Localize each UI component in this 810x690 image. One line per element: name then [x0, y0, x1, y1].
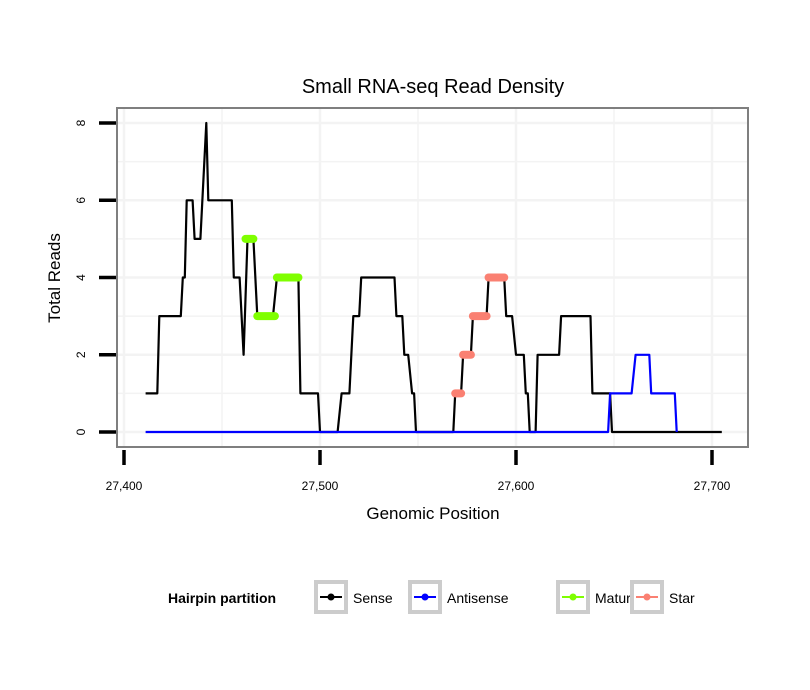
y-tick-label: 6 [74, 197, 88, 204]
legend-title: Hairpin partition [168, 590, 276, 606]
legend-key-point [569, 593, 577, 601]
y-tick-label: 0 [74, 428, 88, 435]
legend-key-point [643, 593, 651, 601]
legend-label-mature: Mature [595, 590, 639, 606]
legend-label-antisense: Antisense [447, 590, 509, 606]
x-tick-label: 27,500 [302, 479, 339, 493]
chart-title: Small RNA-seq Read Density [302, 76, 564, 98]
x-axis: 27,400 27,500 27,600 27,700 [106, 450, 731, 493]
x-tick-label: 27,400 [106, 479, 143, 493]
y-tick-label: 2 [74, 351, 88, 358]
x-tick-label: 27,700 [694, 479, 731, 493]
series-layer [145, 121, 722, 434]
y-axis-title: Total Reads [45, 233, 64, 323]
x-axis-title: Genomic Position [366, 504, 499, 523]
y-axis: 0 2 4 6 8 [74, 119, 116, 435]
series-line-sense [145, 121, 722, 434]
series-line-antisense [145, 353, 678, 434]
legend-key-point [421, 593, 429, 601]
plot-panel [116, 107, 749, 448]
legend: Hairpin partition Sense Antisense Mature St… [168, 580, 695, 614]
legend-key-point [327, 593, 335, 601]
x-tick-label: 27,600 [498, 479, 535, 493]
y-tick-label: 8 [74, 119, 88, 126]
legend-label-star: Star [669, 590, 695, 606]
y-tick-label: 4 [74, 274, 88, 281]
panel-border [116, 107, 749, 448]
legend-label-sense: Sense [353, 590, 393, 606]
